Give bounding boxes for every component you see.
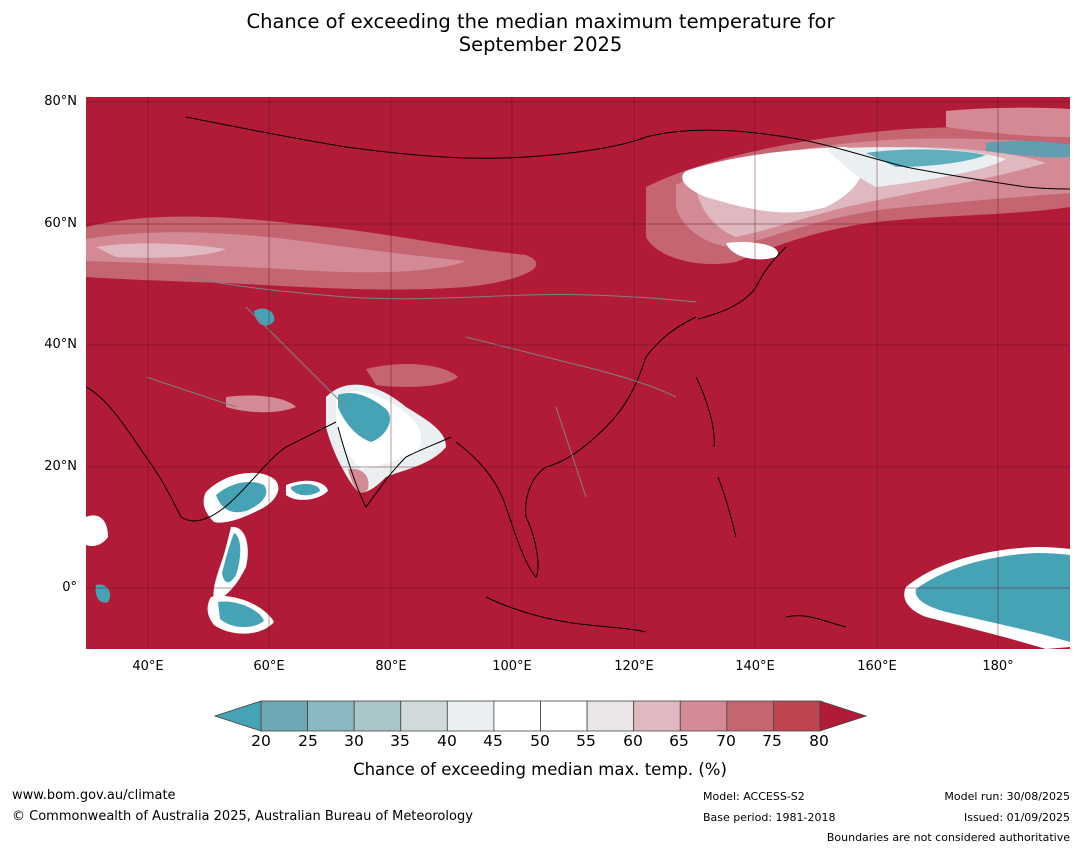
- footer-boundaries-note: Boundaries are not considered authoritat…: [826, 831, 1070, 844]
- colorbar-tick-45: 45: [483, 732, 503, 750]
- colorbar-high-arrow: [819, 700, 868, 732]
- colorbar-tick-75: 75: [762, 732, 782, 750]
- colorbar-label: Chance of exceeding median max. temp. (%…: [353, 760, 727, 779]
- map-title: Chance of exceeding the median maximum t…: [0, 10, 1081, 56]
- colorbar-cell: [633, 700, 681, 732]
- longitude-label-80e: 80°E: [375, 659, 407, 674]
- colorbar-cell: [493, 700, 541, 732]
- latitude-label-40n: 40°N: [44, 337, 77, 352]
- pacific-low-chance-area: [904, 547, 1070, 649]
- longitude-label-100e: 100°E: [492, 659, 532, 674]
- longitude-label-160e: 160°E: [857, 659, 897, 674]
- longitude-label-140e: 140°E: [735, 659, 775, 674]
- colorbar-cell: [446, 700, 495, 732]
- colorbar-tick-35: 35: [390, 732, 410, 750]
- latitude-label-0: 0°: [62, 580, 77, 595]
- map-title-line-2: September 2025: [458, 33, 623, 56]
- colorbar-tick-25: 25: [298, 732, 318, 750]
- colorbar-tick-40: 40: [437, 732, 457, 750]
- colorbar-cell: [400, 700, 448, 732]
- latitude-label-80n: 80°N: [44, 94, 77, 109]
- map-canvas: [86, 97, 1070, 649]
- colorbar-cell: [260, 700, 308, 732]
- colorbar-cell: [353, 700, 402, 732]
- longitude-label-60e: 60°E: [253, 659, 285, 674]
- footer-model-run: Model run: 30/08/2025: [944, 790, 1070, 803]
- arabian-sea-low-chance-area: [86, 472, 328, 634]
- map-gridlines: [86, 97, 1070, 649]
- probability-colorbar: [214, 700, 868, 732]
- latitude-label-20n: 20°N: [44, 459, 77, 474]
- footer-issued: Issued: 01/09/2025: [963, 811, 1070, 824]
- western-russia-neutral-band: [86, 216, 537, 290]
- colorbar-tick-60: 60: [623, 732, 643, 750]
- longitude-label-180: 180°: [982, 659, 1014, 674]
- colorbar-cell: [307, 700, 355, 732]
- footer-website: www.bom.gov.au/climate: [12, 788, 176, 803]
- colorbar-tick-65: 65: [669, 732, 689, 750]
- colorbar-cell: [679, 700, 728, 732]
- footer-base-period: Base period: 1981-2018: [703, 811, 836, 824]
- colorbar-tick-70: 70: [716, 732, 736, 750]
- latitude-label-60n: 60°N: [44, 216, 77, 231]
- colorbar-low-arrow: [214, 700, 262, 732]
- colorbar-cell: [773, 700, 821, 732]
- colorbar-tick-30: 30: [344, 732, 364, 750]
- longitude-label-120e: 120°E: [614, 659, 654, 674]
- longitude-label-40e: 40°E: [132, 659, 164, 674]
- colorbar-cell: [586, 700, 635, 732]
- probability-map: [86, 97, 1070, 649]
- colorbar-cell: [726, 700, 774, 732]
- footer-copyright: © Commonwealth of Australia 2025, Austra…: [12, 809, 473, 824]
- map-title-line-1: Chance of exceeding the median maximum t…: [246, 10, 835, 33]
- country-boundaries: [145, 276, 697, 498]
- colorbar-tick-20: 20: [251, 732, 271, 750]
- colorbar-cell: [540, 700, 588, 732]
- colorbar-tick-80: 80: [809, 732, 829, 750]
- coastlines: [86, 116, 1070, 633]
- footer-model: Model: ACCESS-S2: [703, 790, 805, 803]
- himalaya-neutral-band: [226, 363, 458, 413]
- colorbar-tick-50: 50: [530, 732, 550, 750]
- colorbar-tick-55: 55: [576, 732, 596, 750]
